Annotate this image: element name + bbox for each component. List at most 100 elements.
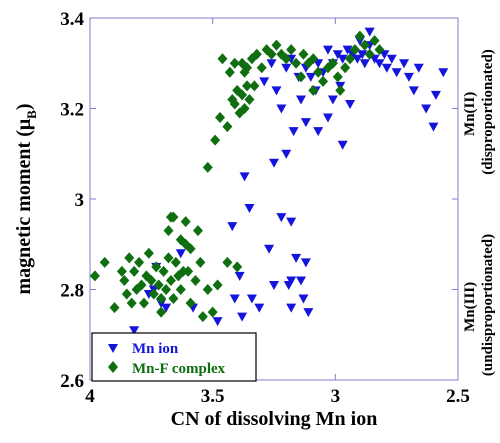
point-mn-ion: [291, 253, 302, 263]
point-mn-f-complex: [99, 256, 110, 268]
point-mn-f-complex: [354, 30, 365, 42]
side-label-mn2: Mn(II) (disproportionated): [462, 49, 496, 175]
point-mn-ion: [254, 303, 265, 313]
point-mn-f-complex: [202, 161, 213, 173]
point-mn-ion: [129, 326, 140, 336]
point-mn-ion: [281, 63, 292, 73]
point-mn-f-complex: [229, 98, 240, 110]
point-mn-f-complex: [180, 216, 191, 228]
point-mn-ion: [286, 217, 297, 227]
point-mn-f-complex: [165, 211, 176, 223]
point-mn-ion: [337, 54, 348, 64]
point-mn-f-complex: [168, 293, 179, 305]
point-mn-f-complex: [271, 39, 282, 51]
point-mn-ion: [357, 50, 368, 60]
x-tick-label: 3.5: [201, 386, 225, 407]
point-mn-ion: [269, 158, 279, 168]
point-mn-f-complex: [212, 279, 223, 291]
point-mn-f-complex: [229, 57, 240, 69]
point-mn-ion: [322, 45, 333, 55]
point-mn-f-complex: [364, 48, 375, 60]
point-mn-ion: [428, 122, 439, 132]
point-mn-f-complex: [295, 71, 306, 83]
point-mn-f-complex: [116, 265, 127, 277]
point-mn-ion: [408, 86, 419, 96]
point-mn-ion: [300, 258, 311, 268]
point-mn-f-complex: [129, 265, 140, 277]
plot-frame: [89, 17, 459, 381]
point-mn-ion: [276, 213, 287, 223]
point-mn-ion: [281, 149, 292, 159]
point-mn-ion: [345, 99, 356, 109]
point-mn-f-complex: [332, 71, 343, 83]
point-mn-f-complex: [192, 225, 203, 237]
y-tick-label: 3.4: [60, 9, 84, 30]
point-mn-ion: [386, 54, 397, 64]
y-tick-label: 3: [75, 190, 85, 211]
point-mn-f-complex: [119, 274, 130, 286]
point-mn-f-complex: [281, 53, 292, 65]
point-mn-f-complex: [183, 265, 194, 277]
point-mn-f-complex: [232, 261, 243, 273]
point-mn-f-complex: [239, 103, 250, 114]
point-mn-f-complex: [197, 311, 208, 323]
point-mn-ion: [246, 294, 257, 304]
point-mn-f-complex: [151, 261, 162, 273]
point-mn-f-complex: [251, 48, 262, 60]
point-mn-ion: [364, 27, 375, 37]
side-label-mn3-line2: (undisproportionated): [480, 234, 496, 376]
point-mn-f-complex: [170, 256, 181, 268]
point-mn-f-complex: [313, 66, 324, 78]
point-mn-f-complex: [143, 247, 154, 259]
point-mn-f-complex: [369, 35, 380, 47]
point-mn-f-complex: [185, 243, 196, 255]
point-mn-f-complex: [256, 62, 267, 74]
y-tick-label: 2.6: [60, 371, 84, 392]
point-mn-ion: [266, 59, 277, 69]
side-label-mn2-line1: Mn(II): [462, 92, 478, 136]
point-mn-f-complex: [308, 53, 319, 65]
point-mn-ion: [244, 204, 255, 214]
point-mn-f-complex: [266, 48, 277, 60]
point-mn-ion: [342, 45, 353, 55]
point-mn-f-complex: [207, 306, 218, 318]
point-mn-f-complex: [335, 84, 346, 96]
point-mn-f-complex: [374, 44, 385, 56]
point-mn-ion: [271, 86, 282, 96]
point-mn-f-complex: [156, 306, 167, 318]
legend-box: [91, 332, 257, 382]
point-mn-f-complex: [148, 288, 159, 300]
point-mn-f-complex: [89, 270, 100, 282]
x-tick-label: 4: [85, 386, 95, 407]
point-mn-ion: [161, 303, 172, 313]
point-mn-f-complex: [286, 44, 297, 56]
point-mn-f-complex: [239, 66, 250, 78]
side-label-mn2-line2: (disproportionated): [480, 49, 496, 175]
point-mn-f-complex: [210, 134, 221, 146]
point-mn-ion: [300, 118, 311, 128]
point-mn-ion: [374, 59, 385, 69]
point-mn-f-complex: [165, 274, 176, 286]
point-mn-ion: [234, 271, 245, 281]
y-axis-title-close: ): [13, 103, 35, 110]
legend-label-mn-ion: Mn ion: [132, 341, 179, 357]
point-mn-f-complex: [185, 297, 196, 309]
point-mn-f-complex: [202, 284, 213, 295]
point-mn-ion: [286, 276, 297, 286]
point-mn-ion: [295, 95, 306, 105]
point-mn-ion: [303, 308, 314, 318]
x-tick-label: 3: [331, 386, 341, 407]
legend: Mn ion Mn-F complex: [91, 332, 257, 382]
point-mn-ion: [438, 68, 449, 78]
y-axis-title-main: magnetic moment (μ: [13, 118, 35, 294]
point-mn-f-complex: [153, 279, 164, 291]
point-mn-ion: [332, 50, 343, 60]
point-mn-f-complex: [345, 53, 356, 65]
side-label-mn3-line1: Mn(III): [462, 282, 478, 332]
point-mn-ion: [295, 276, 306, 286]
point-mn-f-complex: [109, 302, 120, 314]
point-mn-f-complex: [124, 252, 135, 264]
point-mn-f-complex: [246, 53, 257, 65]
point-mn-ion: [264, 244, 275, 254]
